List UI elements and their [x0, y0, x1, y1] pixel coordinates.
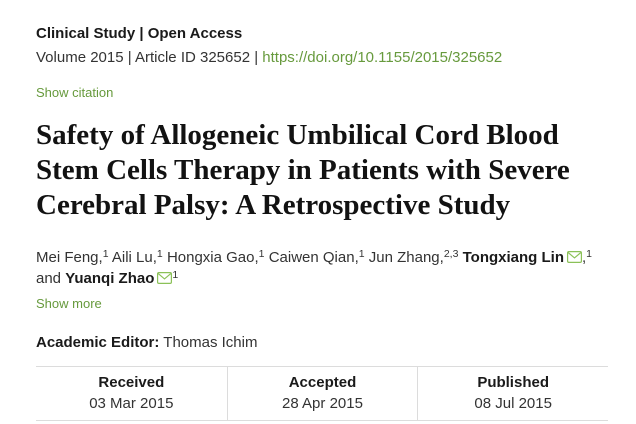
author-name: Caiwen Qian — [268, 249, 355, 266]
show-more-link[interactable]: Show more — [36, 296, 102, 311]
email-envelope-icon[interactable] — [157, 272, 173, 285]
author-affiliation-superscript: 1 — [102, 248, 109, 260]
author-name: Mei Feng — [36, 249, 99, 266]
date-label: Published — [477, 374, 549, 391]
author-name: Hongxia Gao — [166, 249, 255, 266]
date-value: 28 Apr 2015 — [282, 395, 363, 412]
author-affiliation-superscript: 2,3 — [443, 248, 459, 260]
author: Tongxiang Lin ,1 and — [36, 248, 592, 287]
author: Yuanqi Zhao 1 — [65, 270, 178, 287]
date-label: Received — [98, 374, 165, 391]
author-name: Aili Lu — [111, 249, 153, 266]
author-affiliation-superscript: 1 — [172, 269, 179, 281]
date-value: 03 Mar 2015 — [89, 395, 174, 412]
date-label: Accepted — [288, 374, 357, 391]
academic-editor-label: Academic Editor: — [36, 334, 160, 351]
volume-article-line: Volume 2015 | Article ID 325652 | https:… — [36, 49, 608, 67]
received-column: Received 03 Mar 2015 — [36, 367, 227, 420]
article-category-line: Clinical Study | Open Access — [36, 24, 608, 44]
author-affiliation-superscript: 1 — [258, 248, 265, 260]
show-more-row: Show more — [36, 295, 608, 313]
accepted-column: Accepted 28 Apr 2015 — [226, 367, 418, 420]
article-category-text: Clinical Study | Open Access — [36, 25, 243, 42]
article-title: Safety of Allogeneic Umbilical Cord Bloo… — [36, 119, 570, 221]
author-name: Jun Zhang — [368, 249, 440, 266]
doi-link[interactable]: https://doi.org/10.1155/2015/325652 — [262, 49, 503, 66]
author-affiliation-superscript: 1 — [586, 248, 592, 260]
authors-line: Mei Feng,1 Aili Lu,1 Hongxia Gao,1 Caiwe… — [36, 247, 608, 289]
show-citation-row: Show citation — [36, 84, 608, 102]
author: Caiwen Qian,1 — [268, 248, 365, 266]
author: Hongxia Gao,1 — [166, 248, 265, 266]
author: Aili Lu,1 — [111, 248, 163, 266]
academic-editor-name: Thomas Ichim — [163, 334, 258, 351]
date-value: 08 Jul 2015 — [474, 395, 552, 412]
email-envelope-icon[interactable] — [566, 251, 582, 264]
show-citation-link[interactable]: Show citation — [36, 85, 114, 100]
academic-editor-line: Academic Editor: Thomas Ichim — [36, 334, 608, 352]
author: Jun Zhang,2,3 — [368, 248, 459, 266]
published-column: Published 08 Jul 2015 — [417, 367, 608, 420]
author-affiliation-superscript: 1 — [156, 248, 163, 260]
author-name: Yuanqi Zhao — [65, 270, 155, 287]
author-name: Tongxiang Lin — [462, 249, 564, 266]
author-affiliation-superscript: 1 — [358, 248, 365, 260]
volume-article-text: Volume 2015 | Article ID 325652 | — [36, 49, 259, 66]
dates-table: Received 03 Mar 2015 Accepted 28 Apr 2015 Pu… — [36, 366, 608, 421]
author: Mei Feng,1 — [36, 248, 109, 266]
